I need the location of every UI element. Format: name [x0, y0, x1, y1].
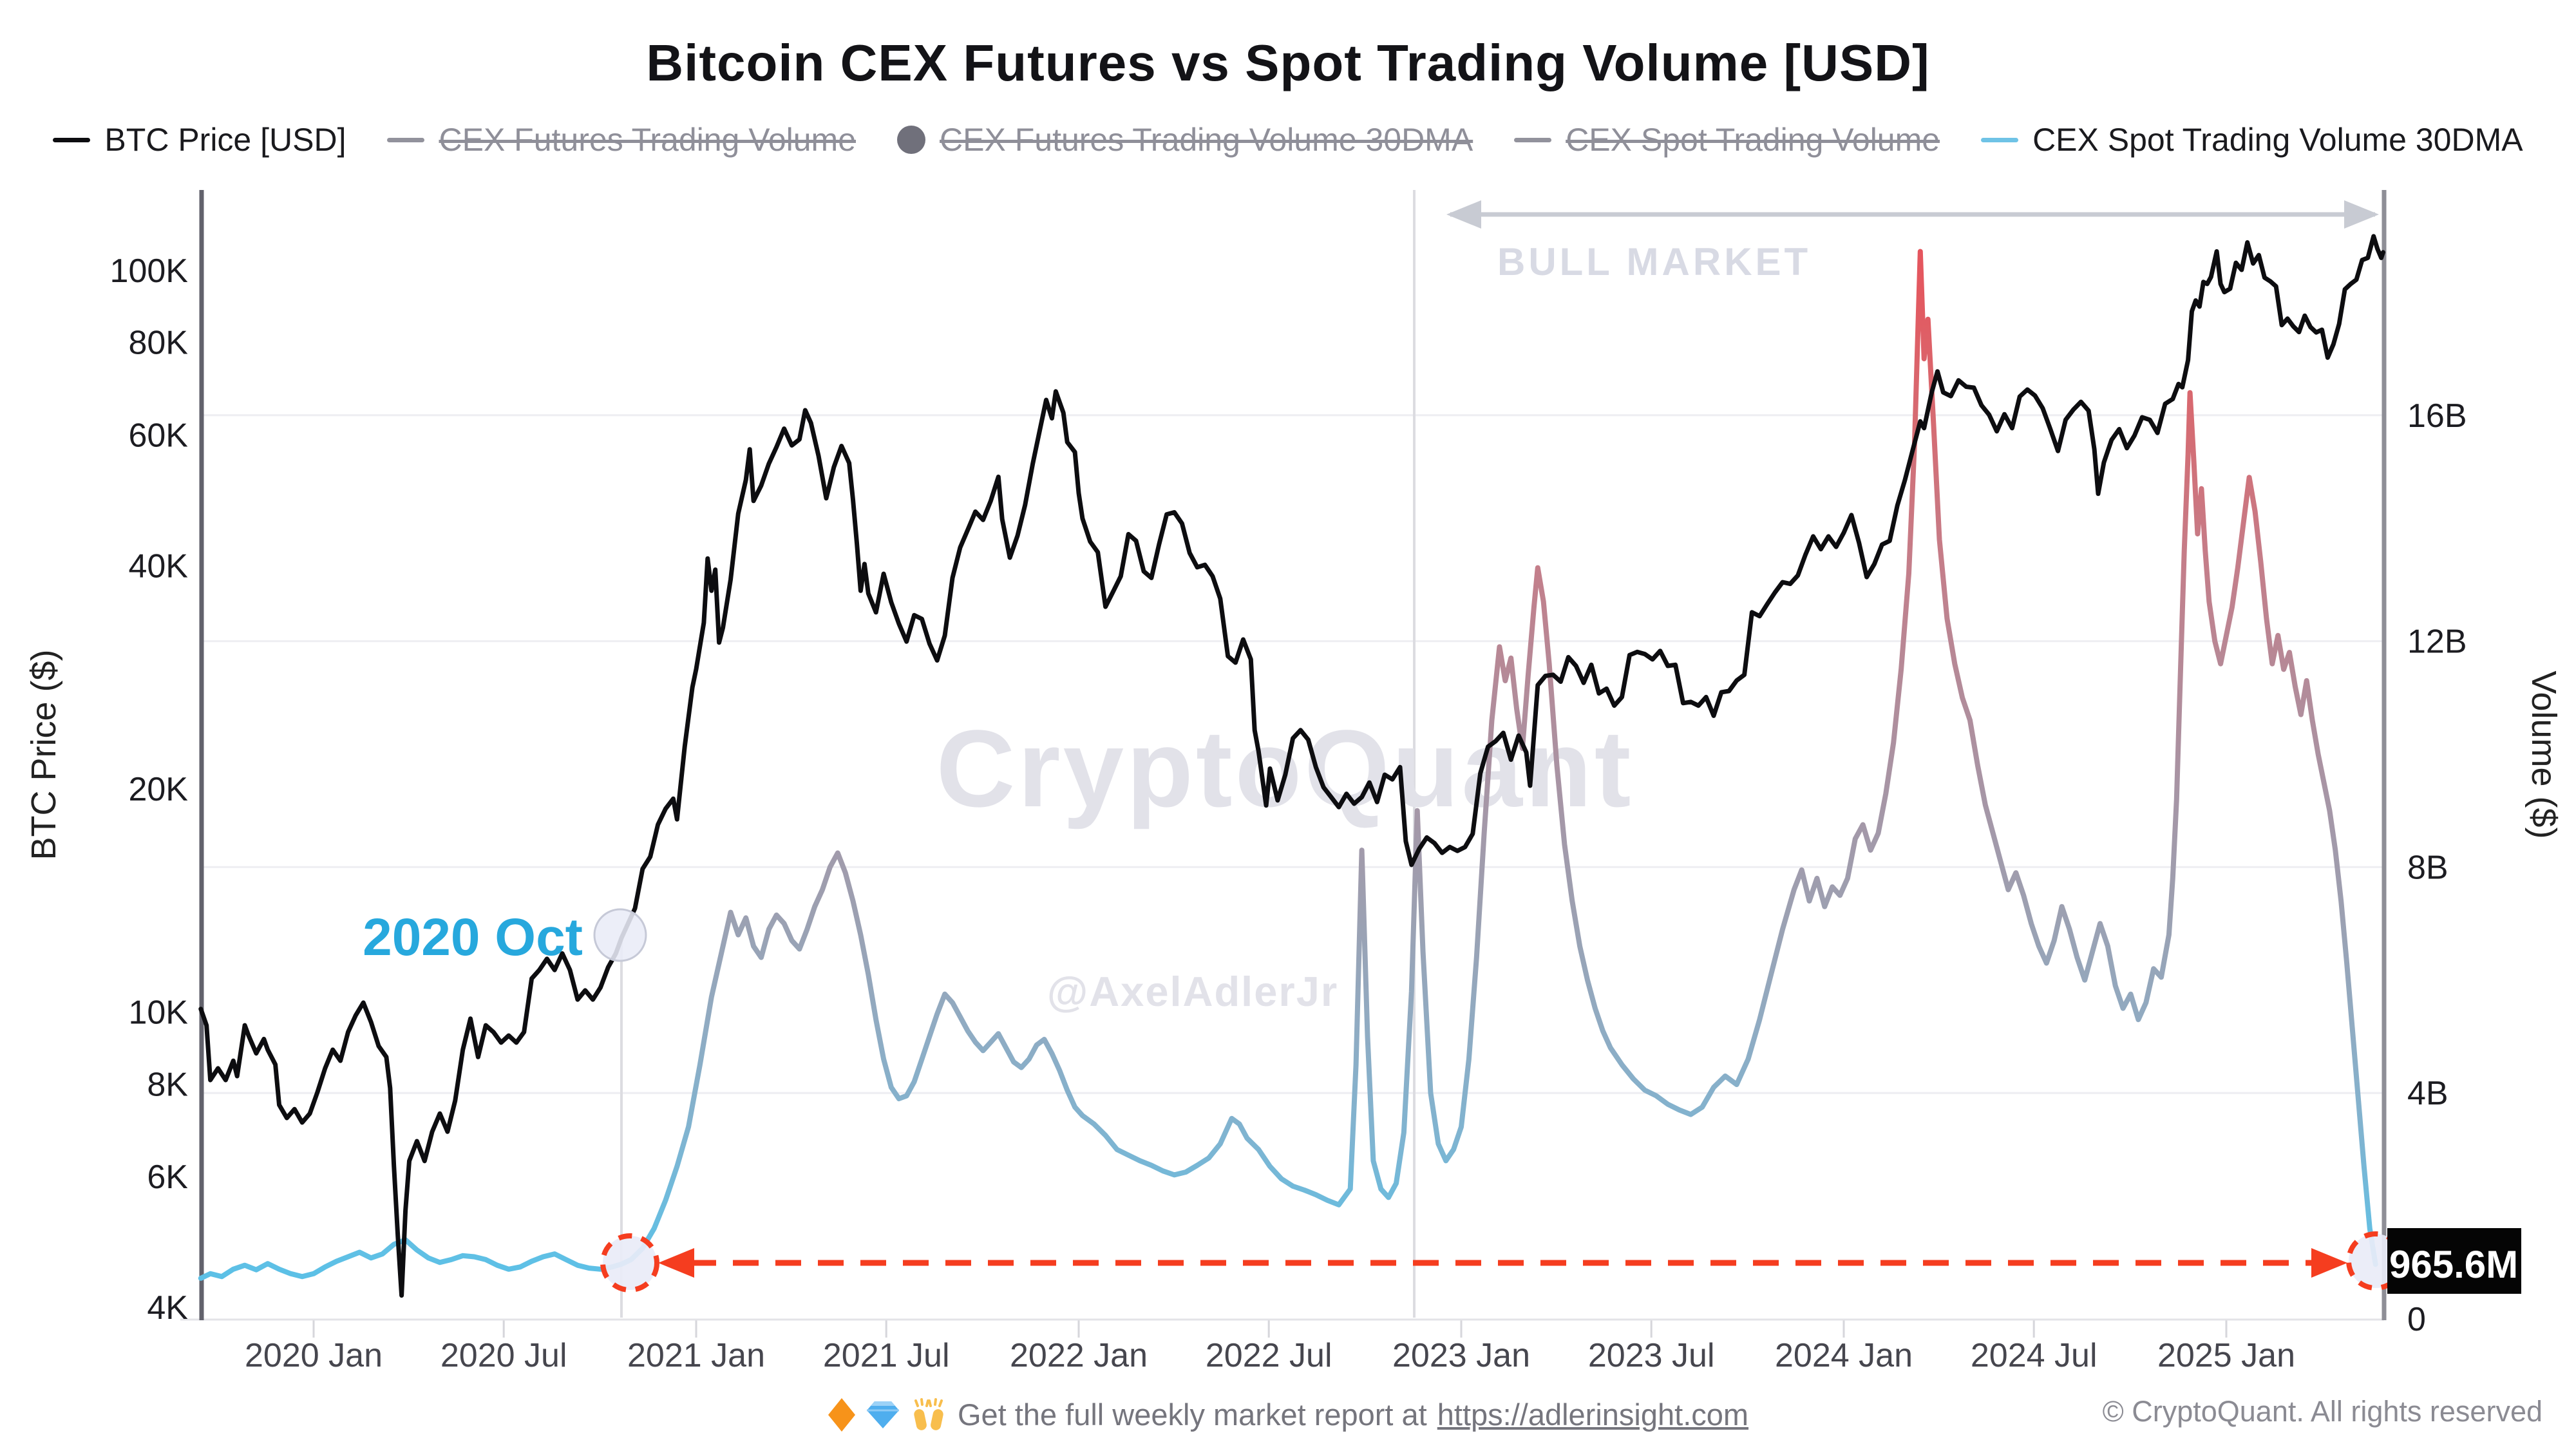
legend-label: CEX Spot Trading Volume — [1566, 122, 1940, 158]
footer-promo: Get the full weekly market report at htt… — [0, 1397, 2576, 1432]
legend-item-3[interactable]: CEX Spot Trading Volume — [1514, 121, 1940, 158]
legend-swatch-line — [387, 137, 425, 142]
price-tick-label: 60K — [128, 417, 188, 455]
price-tick-label: 10K — [128, 994, 188, 1032]
volume-tick-label: 4B — [2407, 1075, 2448, 1112]
price-highlight-circle — [593, 908, 647, 962]
x-tick-label: 2021 Jan — [627, 1337, 765, 1374]
price-tick-label: 20K — [128, 771, 188, 808]
legend-item-0[interactable]: BTC Price [USD] — [53, 121, 346, 158]
x-tick-label: 2025 Jan — [2157, 1337, 2295, 1374]
legend-swatch-line — [1514, 137, 1552, 142]
gem-stone-icon — [866, 1401, 899, 1428]
legend-label: CEX Spot Trading Volume 30DMA — [2032, 122, 2523, 158]
value-badge: 965.6M — [2387, 1228, 2521, 1294]
copyright-notice: © CryptoQuant. All rights reserved — [2102, 1395, 2543, 1428]
period-annotation: 2020 Oct — [363, 908, 583, 967]
volume-tick-label: 16B — [2407, 397, 2467, 435]
legend-item-4[interactable]: CEX Spot Trading Volume 30DMA — [1981, 121, 2523, 158]
page-title: Bitcoin CEX Futures vs Spot Trading Volu… — [646, 34, 1930, 91]
dashed-circle-2020-oct — [600, 1233, 659, 1293]
left-axis-title: BTC Price ($) — [24, 649, 63, 860]
btc-price-line — [198, 234, 2385, 1298]
right-axis-title: Volume ($) — [2524, 670, 2563, 838]
legend-item-1[interactable]: CEX Futures Trading Volume — [387, 121, 856, 158]
x-tick-label: 2024 Jan — [1775, 1337, 1913, 1374]
legend-label: BTC Price [USD] — [104, 122, 346, 158]
large-orange-diamond-icon — [828, 1397, 855, 1432]
bull-market-label: BULL MARKET — [1497, 240, 1811, 283]
volume-tick-label: 8B — [2407, 849, 2448, 886]
price-tick-label: 100K — [110, 252, 189, 290]
price-tick-label: 40K — [128, 547, 188, 585]
watermark-brand: CryptoQuant — [936, 708, 1634, 830]
volume-tick-label: 0 — [2407, 1301, 2426, 1338]
x-tick-label: 2023 Jan — [1392, 1337, 1530, 1374]
footer-promo-text: Get the full weekly market report at — [957, 1397, 1427, 1432]
legend-swatch-line — [53, 137, 91, 142]
x-tick-label: 2024 Jul — [1971, 1337, 2098, 1374]
x-tick-label: 2020 Jul — [440, 1337, 567, 1374]
price-tick-label: 4K — [147, 1289, 188, 1327]
value-comparison-arrow — [658, 1248, 2347, 1278]
price-tick-label: 6K — [147, 1159, 188, 1196]
price-tick-label: 8K — [147, 1066, 188, 1103]
x-tick-label: 2021 Jul — [823, 1337, 950, 1374]
bull-market-arrow — [1446, 200, 2379, 229]
x-tick-label: 2022 Jul — [1206, 1337, 1332, 1374]
legend-label: CEX Futures Trading Volume — [439, 122, 857, 158]
legend-item-2[interactable]: CEX Futures Trading Volume 30DMA — [897, 121, 1473, 158]
x-tick-label: 2023 Jul — [1588, 1337, 1715, 1374]
price-tick-label: 80K — [128, 325, 188, 362]
x-tick-label: 2022 Jan — [1010, 1337, 1148, 1374]
legend-swatch-line — [1981, 137, 2019, 142]
x-tick-label: 2020 Jan — [245, 1337, 383, 1374]
volume-30dma-line — [198, 249, 2378, 1281]
legend-swatch-circle — [897, 126, 926, 154]
footer-report-link[interactable]: https://adlerinsight.com — [1437, 1397, 1749, 1432]
volume-tick-label: 12B — [2407, 623, 2467, 661]
raising-hands-icon — [914, 1397, 943, 1430]
watermark-handle: @AxelAdlerJr — [1047, 968, 1338, 1015]
legend-label: CEX Futures Trading Volume 30DMA — [940, 122, 1473, 158]
legend: BTC Price [USD] CEX Futures Trading Volum… — [0, 121, 2576, 158]
value-badge-text: 965.6M — [2389, 1243, 2518, 1286]
